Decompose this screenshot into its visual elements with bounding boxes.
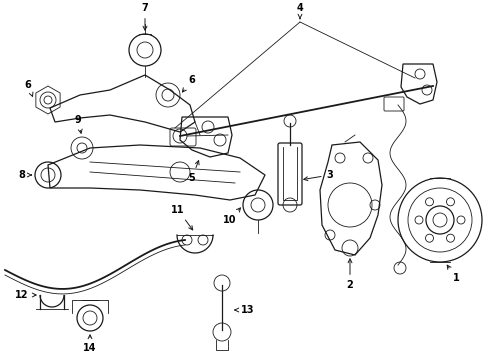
Text: 6: 6 <box>24 80 33 96</box>
Text: 13: 13 <box>235 305 255 315</box>
Text: 11: 11 <box>171 205 193 230</box>
Text: 12: 12 <box>15 290 36 300</box>
Text: 6: 6 <box>182 75 196 92</box>
Text: 5: 5 <box>189 161 199 183</box>
Text: 2: 2 <box>346 259 353 290</box>
Text: 4: 4 <box>296 3 303 19</box>
Text: 9: 9 <box>74 115 82 133</box>
Text: 1: 1 <box>447 265 459 283</box>
Text: 8: 8 <box>19 170 31 180</box>
Text: 14: 14 <box>83 335 97 353</box>
Text: 3: 3 <box>304 170 333 181</box>
Text: 10: 10 <box>223 208 241 225</box>
Text: 7: 7 <box>142 3 148 30</box>
